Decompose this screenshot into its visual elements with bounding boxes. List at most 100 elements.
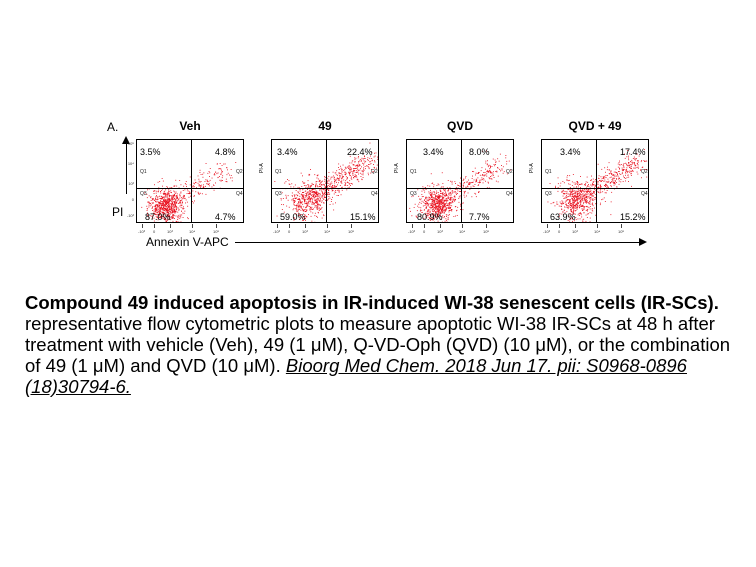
event-dot xyxy=(623,167,625,169)
event-dot xyxy=(176,221,178,222)
event-dot xyxy=(603,197,605,199)
event-dot xyxy=(332,203,334,205)
event-dot xyxy=(483,178,485,180)
event-dot xyxy=(303,185,305,186)
event-dot xyxy=(325,192,327,193)
event-dot xyxy=(472,185,474,187)
event-dot xyxy=(585,196,587,198)
event-dot xyxy=(154,208,156,210)
event-dot xyxy=(308,174,310,176)
event-dot xyxy=(174,185,175,187)
event-dot xyxy=(438,204,439,206)
event-dot xyxy=(576,205,578,207)
event-dot xyxy=(290,186,292,188)
citation-link[interactable]: Bioorg Med Chem. 2018 Jun 17. pii: S0968… xyxy=(25,355,687,397)
event-dot xyxy=(633,162,635,164)
event-dot xyxy=(166,202,168,204)
event-dot xyxy=(574,208,576,209)
event-dot xyxy=(155,207,157,209)
event-dot xyxy=(437,210,438,212)
event-dot xyxy=(616,178,617,180)
event-dot xyxy=(569,175,571,177)
event-dot xyxy=(183,198,185,200)
event-dot xyxy=(348,182,350,184)
event-dot xyxy=(355,167,357,169)
event-dot xyxy=(181,197,183,198)
event-dot xyxy=(430,191,432,193)
event-dot xyxy=(359,165,360,167)
event-dot xyxy=(314,192,316,194)
event-dot xyxy=(562,201,564,203)
event-dot xyxy=(610,201,612,203)
event-dot xyxy=(450,196,452,198)
event-dot xyxy=(448,206,450,208)
event-dot xyxy=(305,208,307,210)
event-dot xyxy=(409,207,411,209)
event-dot xyxy=(591,203,593,205)
event-dot xyxy=(155,204,156,206)
event-dot xyxy=(316,181,318,182)
event-dot xyxy=(560,203,562,204)
event-dot xyxy=(160,210,162,212)
event-dot xyxy=(355,157,357,159)
event-dot xyxy=(610,185,612,186)
event-dot xyxy=(356,178,358,180)
event-dot xyxy=(163,202,164,204)
event-dot xyxy=(165,202,167,204)
event-dot xyxy=(307,202,309,204)
event-dot xyxy=(338,195,339,196)
event-dot xyxy=(337,184,338,186)
event-dot xyxy=(314,215,316,217)
event-dot xyxy=(575,204,576,206)
event-dot xyxy=(309,192,311,194)
event-dot xyxy=(176,206,178,207)
event-dot xyxy=(159,213,160,215)
event-dot xyxy=(188,193,189,194)
event-dot xyxy=(195,191,197,193)
event-dot xyxy=(320,193,321,195)
event-dot xyxy=(606,190,608,191)
event-dot xyxy=(571,214,573,216)
event-dot xyxy=(146,210,148,211)
event-dot xyxy=(622,169,623,171)
event-dot xyxy=(485,168,486,170)
event-dot xyxy=(434,199,435,201)
event-dot xyxy=(447,214,449,216)
event-dot xyxy=(208,184,210,185)
event-dot xyxy=(158,210,159,212)
event-dot xyxy=(438,197,440,198)
event-dot xyxy=(645,169,647,170)
event-dot xyxy=(335,185,337,187)
quadrant-lower-right-value: 15.2% xyxy=(620,212,646,222)
event-dot xyxy=(440,193,442,194)
event-dot xyxy=(308,203,310,205)
event-dot xyxy=(367,159,369,160)
event-dot xyxy=(318,200,320,201)
event-dot xyxy=(563,209,565,211)
event-dot xyxy=(344,181,346,183)
event-dot xyxy=(325,182,327,184)
event-dot xyxy=(572,200,574,202)
event-dot xyxy=(155,208,156,210)
event-dot xyxy=(483,174,485,176)
event-dot xyxy=(577,182,579,184)
event-dot xyxy=(235,162,237,163)
event-dot xyxy=(332,186,333,188)
event-dot xyxy=(155,215,157,217)
event-dot xyxy=(350,167,352,169)
event-dot xyxy=(281,209,283,210)
event-dot xyxy=(163,206,164,208)
event-dot xyxy=(184,195,185,197)
event-dot xyxy=(312,198,314,200)
event-dot xyxy=(592,195,594,197)
event-dot xyxy=(182,212,184,214)
event-dot xyxy=(567,175,569,176)
event-dot xyxy=(425,198,427,200)
event-dot xyxy=(580,191,582,193)
quadrant-lower-left-value: 80.9% xyxy=(417,212,443,222)
event-dot xyxy=(640,161,642,163)
event-dot xyxy=(439,200,441,202)
event-dot xyxy=(429,185,431,187)
event-dot xyxy=(148,202,150,204)
event-dot xyxy=(317,203,319,204)
